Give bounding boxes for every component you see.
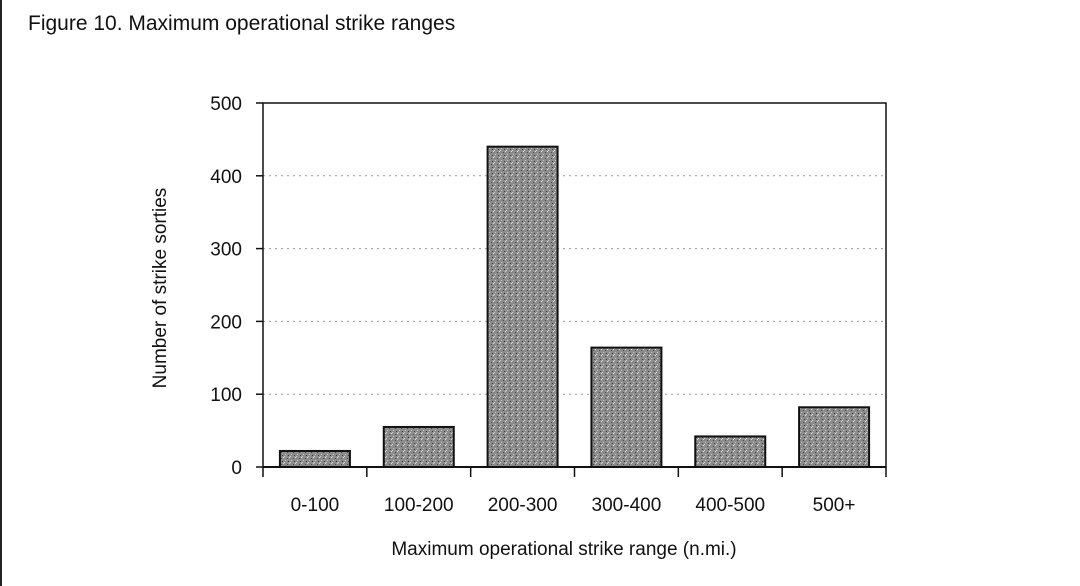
y-tick-label: 500 bbox=[210, 94, 242, 115]
y-axis-label: Number of strike sorties bbox=[150, 188, 171, 389]
bar-300-400 bbox=[590, 346, 663, 468]
x-axis-label: Maximum operational strike range (n.mi.) bbox=[391, 539, 736, 560]
x-tick-label: 100-200 bbox=[384, 495, 454, 516]
y-tick-label: 400 bbox=[210, 167, 242, 188]
axes bbox=[256, 102, 887, 477]
gridlines bbox=[263, 175, 886, 395]
y-tick-label: 200 bbox=[210, 312, 242, 333]
x-tick-label: 400-500 bbox=[695, 495, 765, 516]
bar-500+ bbox=[798, 406, 871, 468]
x-tick-label: 500+ bbox=[813, 495, 856, 516]
plot-frame bbox=[262, 102, 887, 468]
y-tick-label: 100 bbox=[210, 385, 242, 406]
y-tick-labels: 0 100 200 300 400 500 bbox=[210, 94, 242, 479]
y-tick-label: 0 bbox=[231, 458, 242, 479]
bar-400-500 bbox=[694, 435, 767, 469]
bar-200-300 bbox=[486, 145, 559, 468]
bar-100-200 bbox=[382, 425, 455, 468]
x-tick-label: 0-100 bbox=[291, 495, 340, 516]
bar-0-100 bbox=[278, 449, 351, 469]
bars bbox=[278, 145, 871, 469]
y-tick-label: 300 bbox=[210, 240, 242, 261]
x-tick-labels: 0-100 100-200 200-300 300-400 400-500 500+ bbox=[291, 495, 856, 516]
x-tick-label: 200-300 bbox=[488, 495, 558, 516]
figure-title: Figure 10. Maximum operational strike ra… bbox=[28, 12, 456, 35]
x-tick-label: 300-400 bbox=[592, 495, 662, 516]
